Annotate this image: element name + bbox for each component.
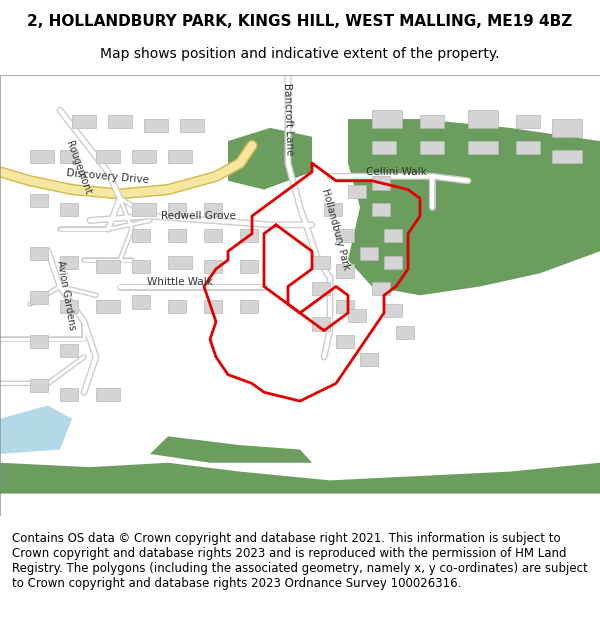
- Bar: [132, 260, 150, 273]
- Bar: [30, 247, 48, 260]
- Bar: [240, 260, 258, 273]
- Text: Hollandbury Park: Hollandbury Park: [320, 188, 352, 271]
- Text: Cellini Walk: Cellini Walk: [365, 167, 427, 177]
- Bar: [108, 114, 132, 128]
- Bar: [168, 202, 186, 216]
- Bar: [96, 150, 120, 163]
- Bar: [60, 150, 78, 163]
- Bar: [204, 202, 222, 216]
- Bar: [468, 110, 498, 128]
- Bar: [360, 352, 378, 366]
- Bar: [372, 141, 396, 154]
- Bar: [30, 150, 54, 163]
- Bar: [420, 141, 444, 154]
- Bar: [132, 229, 150, 242]
- Bar: [132, 295, 150, 309]
- Bar: [132, 150, 156, 163]
- Bar: [348, 309, 366, 322]
- Bar: [240, 300, 258, 313]
- Bar: [96, 300, 120, 313]
- Text: Discovery Drive: Discovery Drive: [67, 168, 149, 185]
- Bar: [96, 260, 120, 273]
- Bar: [312, 318, 330, 331]
- Bar: [372, 110, 402, 128]
- Text: Redwell Grove: Redwell Grove: [161, 211, 235, 221]
- Bar: [516, 114, 540, 128]
- Bar: [360, 247, 378, 260]
- Bar: [60, 256, 78, 269]
- Text: Whittle Walk: Whittle Walk: [147, 277, 213, 287]
- Bar: [384, 304, 402, 318]
- Bar: [30, 194, 48, 208]
- Bar: [384, 229, 402, 242]
- Bar: [384, 256, 402, 269]
- Text: Rougemont: Rougemont: [64, 139, 92, 196]
- Bar: [240, 229, 258, 242]
- Bar: [60, 202, 78, 216]
- Bar: [96, 388, 120, 401]
- Bar: [168, 300, 186, 313]
- Text: Avion Gardens: Avion Gardens: [55, 259, 77, 331]
- Bar: [348, 185, 366, 198]
- Bar: [336, 335, 354, 348]
- Bar: [312, 256, 330, 269]
- Bar: [168, 150, 192, 163]
- Bar: [60, 344, 78, 357]
- Bar: [396, 326, 414, 339]
- Bar: [468, 141, 498, 154]
- Bar: [168, 256, 192, 269]
- Bar: [324, 202, 342, 216]
- Bar: [180, 119, 204, 132]
- Bar: [168, 229, 186, 242]
- Bar: [336, 229, 354, 242]
- Bar: [372, 202, 390, 216]
- Bar: [516, 141, 540, 154]
- Bar: [72, 114, 96, 128]
- Bar: [312, 282, 330, 296]
- Bar: [60, 388, 78, 401]
- Text: 2, HOLLANDBURY PARK, KINGS HILL, WEST MALLING, ME19 4BZ: 2, HOLLANDBURY PARK, KINGS HILL, WEST MA…: [28, 14, 572, 29]
- Bar: [144, 119, 168, 132]
- Bar: [30, 291, 48, 304]
- Text: Contains OS data © Crown copyright and database right 2021. This information is : Contains OS data © Crown copyright and d…: [12, 532, 588, 590]
- Bar: [132, 202, 156, 216]
- Bar: [204, 300, 222, 313]
- Bar: [204, 260, 222, 273]
- Bar: [30, 379, 48, 392]
- Bar: [420, 114, 444, 128]
- Text: Bancroft Lane: Bancroft Lane: [282, 82, 294, 156]
- Bar: [336, 300, 354, 313]
- Bar: [552, 150, 582, 163]
- Bar: [372, 176, 390, 189]
- Bar: [204, 229, 222, 242]
- Text: Map shows position and indicative extent of the property.: Map shows position and indicative extent…: [100, 47, 500, 61]
- Bar: [372, 282, 390, 296]
- Bar: [30, 335, 48, 348]
- Bar: [60, 300, 78, 313]
- Bar: [552, 119, 582, 137]
- Bar: [336, 264, 354, 278]
